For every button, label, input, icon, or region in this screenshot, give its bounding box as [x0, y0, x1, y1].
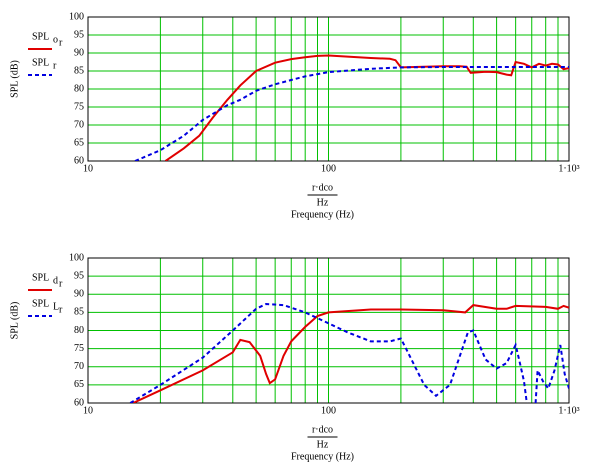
y-tick-label: 85: [74, 65, 84, 76]
y-tick-label: 95: [74, 29, 84, 40]
y-tick-label: 65: [74, 137, 84, 148]
x-label-expr: r·dco: [312, 424, 333, 435]
legend-sub: r: [59, 37, 63, 48]
y-axis-label: SPL (dB): [9, 60, 20, 98]
x-tick-label: 100: [321, 405, 336, 416]
y-tick-label: 90: [74, 289, 84, 300]
x-axis-label: Frequency (Hz): [291, 209, 354, 220]
legend-label: SPL: [32, 57, 49, 68]
y-tick-label: 100: [69, 252, 84, 263]
y-axis-label: SPL (dB): [9, 302, 20, 340]
x-tick-label: 1·10³: [558, 163, 579, 174]
x-axis-label: Frequency (Hz): [291, 451, 354, 462]
y-tick-label: 60: [74, 397, 84, 408]
y-tick-label: 70: [74, 361, 84, 372]
legend-sub: r: [59, 304, 63, 315]
legend-label: SPL: [32, 298, 49, 309]
x-label-unit: Hz: [317, 439, 329, 450]
series-line: [129, 302, 569, 403]
y-tick-label: 80: [74, 325, 84, 336]
legend-sub: d: [53, 275, 58, 286]
x-tick-label: 1·10³: [558, 405, 579, 416]
legend-sub: L: [53, 301, 59, 312]
series-line: [134, 66, 569, 161]
legend-sub: r: [59, 278, 63, 289]
y-tick-label: 85: [74, 307, 84, 318]
y-tick-label: 90: [74, 47, 84, 58]
plot-frame: [87, 16, 570, 162]
y-tick-label: 65: [74, 379, 84, 390]
legend-sub: r: [53, 60, 57, 71]
series-line: [132, 304, 569, 403]
plot-frame: [87, 257, 570, 404]
legend-label: SPL: [32, 31, 49, 42]
x-tick-label: 10: [83, 405, 93, 416]
y-tick-label: 60: [74, 155, 84, 166]
x-label-expr: r·dco: [312, 182, 333, 193]
x-tick-label: 100: [321, 163, 336, 174]
x-label-unit: Hz: [317, 197, 329, 208]
legend-sub: o: [53, 34, 58, 45]
y-tick-label: 100: [69, 11, 84, 22]
x-tick-label: 10: [83, 163, 93, 174]
y-tick-label: 70: [74, 119, 84, 130]
y-tick-label: 80: [74, 83, 84, 94]
y-tick-label: 75: [74, 343, 84, 354]
y-tick-label: 95: [74, 270, 84, 281]
legend-label: SPL: [32, 272, 49, 283]
y-tick-label: 75: [74, 101, 84, 112]
